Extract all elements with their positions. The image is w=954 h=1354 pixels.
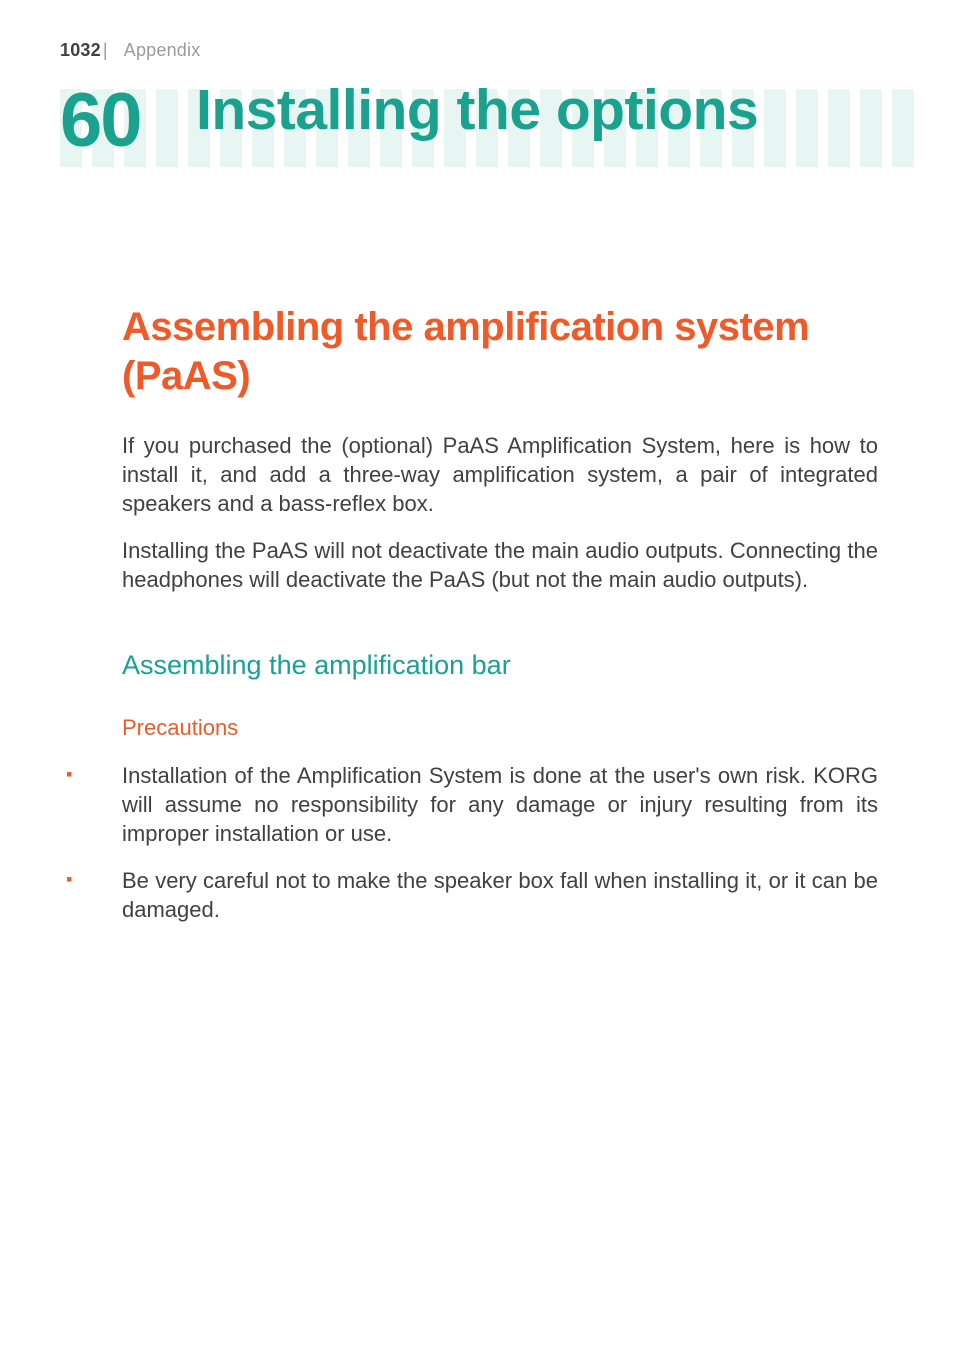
paragraph: If you purchased the (optional) PaAS Amp… [122,431,878,518]
list-item: Installation of the Amplification System… [122,761,878,848]
content-column: Assembling the amplification system (PaA… [60,303,894,924]
running-head: 1032|Appendix [60,40,894,61]
chapter-number: 60 [60,77,141,164]
heading-2: Assembling the amplification bar [122,650,878,681]
page-number: 1032 [60,40,101,60]
chapter-title: Installing the options [196,77,758,143]
heading-3: Precautions [122,715,878,741]
paragraph: Installing the PaAS will not deactivate … [122,536,878,594]
page: 1032|Appendix 60 Installing the options … [0,0,954,1354]
heading-1: Assembling the amplification system (PaA… [122,303,878,401]
chapter-heading: 60 Installing the options [60,83,894,175]
bullet-list: Installation of the Amplification System… [122,761,878,924]
header-separator: | [101,40,110,60]
section-name: Appendix [110,40,201,60]
list-item: Be very careful not to make the speaker … [122,866,878,924]
